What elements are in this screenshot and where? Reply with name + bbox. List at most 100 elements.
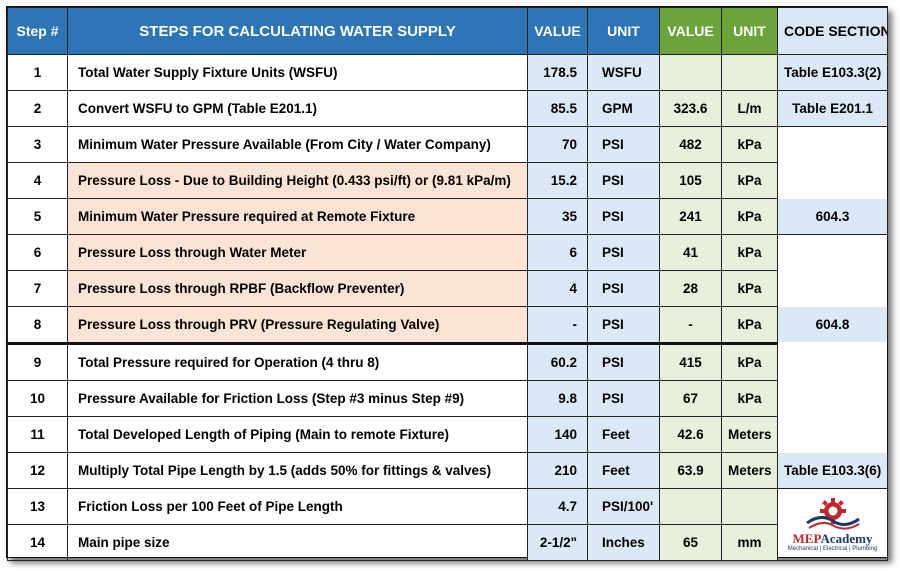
value-metric-cell: 41 bbox=[659, 234, 722, 271]
unit-metric-cell: kPa bbox=[721, 342, 778, 381]
header-title: STEPS FOR CALCULATING WATER SUPPLY bbox=[67, 7, 528, 55]
header-value: VALUE bbox=[527, 7, 588, 55]
table-row: 10 Pressure Available for Friction Loss (… bbox=[7, 380, 888, 417]
value-imperial-cell: 210 bbox=[527, 452, 588, 489]
table-row: 9 Total Pressure required for Operation (… bbox=[7, 342, 888, 381]
unit-metric-cell: kPa bbox=[721, 234, 778, 271]
value-metric-cell: - bbox=[659, 306, 722, 344]
table-row: 8 Pressure Loss through PRV (Pressure Reg… bbox=[7, 306, 888, 344]
step-number-cell: 10 bbox=[7, 380, 68, 417]
unit-imperial-cell: WSFU bbox=[587, 54, 660, 91]
header-unit-metric: UNIT bbox=[721, 7, 778, 55]
logo-cell: MEPAcademy Mechanical | Electrical | Plum… bbox=[777, 488, 888, 561]
value-imperial-cell: 4.7 bbox=[527, 488, 588, 525]
code-section-cell bbox=[777, 270, 888, 307]
step-description-cell: Pressure Loss - Due to Building Height (… bbox=[67, 162, 528, 199]
table-row: 5 Minimum Water Pressure required at Remo… bbox=[7, 198, 888, 235]
step-number-cell: 8 bbox=[7, 306, 68, 344]
table-row: 14 Main pipe size 2-1/2" Inches 65 mm bbox=[7, 524, 888, 561]
value-metric-cell: 28 bbox=[659, 270, 722, 307]
table-row: 13 Friction Loss per 100 Feet of Pipe Len… bbox=[7, 488, 888, 561]
code-section-cell bbox=[777, 343, 888, 381]
value-imperial-cell: - bbox=[527, 306, 588, 344]
logo-name-part2: Academy bbox=[820, 531, 873, 546]
value-metric-cell: 482 bbox=[659, 126, 722, 163]
table-body: 1 Total Water Supply Fixture Units (WSFU)… bbox=[7, 54, 888, 561]
code-section-cell: 604.8 bbox=[777, 306, 888, 344]
value-imperial-cell: 9.8 bbox=[527, 380, 588, 417]
step-number-cell: 4 bbox=[7, 162, 68, 199]
step-number-cell: 7 bbox=[7, 270, 68, 307]
step-description-cell: Pressure Available for Friction Loss (St… bbox=[67, 380, 528, 417]
value-metric-cell: 415 bbox=[659, 342, 722, 381]
table-row: 11 Total Developed Length of Piping (Main… bbox=[7, 416, 888, 453]
header-unit: UNIT bbox=[587, 7, 660, 55]
value-metric-cell bbox=[659, 54, 722, 91]
unit-imperial-cell: PSI bbox=[587, 162, 660, 199]
value-imperial-cell: 6 bbox=[527, 234, 588, 271]
step-number-cell: 11 bbox=[7, 416, 68, 453]
value-imperial-cell: 60.2 bbox=[527, 342, 588, 381]
logo-name: MEPAcademy bbox=[793, 532, 873, 545]
unit-imperial-cell: PSI bbox=[587, 380, 660, 417]
step-number-cell: 6 bbox=[7, 234, 68, 271]
table-row: 6 Pressure Loss through Water Meter 6 PSI 41… bbox=[7, 234, 888, 271]
step-description-cell: Minimum Water Pressure required at Remot… bbox=[67, 198, 528, 235]
value-metric-cell: 323.6 bbox=[659, 90, 722, 127]
table-row: 4 Pressure Loss - Due to Building Height … bbox=[7, 162, 888, 199]
step-number-cell: 14 bbox=[7, 524, 68, 561]
step-description-cell: Friction Loss per 100 Feet of Pipe Lengt… bbox=[67, 488, 528, 525]
logo-tagline: Mechanical | Electrical | Plumbing bbox=[787, 546, 878, 552]
unit-metric-cell: kPa bbox=[721, 380, 778, 417]
unit-imperial-cell: PSI bbox=[587, 306, 660, 344]
step-number-cell: 9 bbox=[7, 342, 68, 381]
code-section-cell: 604.3 bbox=[777, 198, 888, 235]
unit-metric-cell: kPa bbox=[721, 306, 778, 344]
step-description-cell: Total Pressure required for Operation (4… bbox=[67, 342, 528, 381]
step-number-cell: 13 bbox=[7, 488, 68, 525]
code-section-cell: Table E103.3(6) bbox=[777, 452, 888, 489]
value-metric-cell: 105 bbox=[659, 162, 722, 199]
value-metric-cell: 63.9 bbox=[659, 452, 722, 489]
value-imperial-cell: 15.2 bbox=[527, 162, 588, 199]
code-section-cell bbox=[777, 234, 888, 271]
unit-metric-cell: Meters bbox=[721, 416, 778, 453]
step-description-cell: Convert WSFU to GPM (Table E201.1) bbox=[67, 90, 528, 127]
unit-imperial-cell: Feet bbox=[587, 416, 660, 453]
water-supply-table-frame: Step # STEPS FOR CALCULATING WATER SUPPL… bbox=[6, 6, 888, 561]
unit-metric-cell bbox=[721, 488, 778, 525]
header-code-section: CODE SECTION bbox=[777, 7, 888, 55]
value-imperial-cell: 178.5 bbox=[527, 54, 588, 91]
code-section-cell bbox=[777, 162, 888, 199]
step-number-cell: 5 bbox=[7, 198, 68, 235]
step-number-cell: 2 bbox=[7, 90, 68, 127]
step-number-cell: 1 bbox=[7, 54, 68, 91]
value-imperial-cell: 140 bbox=[527, 416, 588, 453]
unit-imperial-cell: PSI bbox=[587, 270, 660, 307]
table-row: 2 Convert WSFU to GPM (Table E201.1) 85.5 G… bbox=[7, 90, 888, 127]
step-description-cell: Total Developed Length of Piping (Main t… bbox=[67, 416, 528, 453]
table-row: 3 Minimum Water Pressure Available (From … bbox=[7, 126, 888, 163]
header-value-metric: VALUE bbox=[659, 7, 722, 55]
unit-metric-cell: kPa bbox=[721, 198, 778, 235]
logo-name-part1: MEP bbox=[792, 531, 821, 546]
code-section-cell bbox=[777, 380, 888, 417]
value-metric-cell: 241 bbox=[659, 198, 722, 235]
water-supply-table: Step # STEPS FOR CALCULATING WATER SUPPL… bbox=[7, 7, 888, 561]
gear-wave-logo-icon bbox=[805, 498, 860, 530]
value-imperial-cell: 85.5 bbox=[527, 90, 588, 127]
unit-metric-cell: kPa bbox=[721, 162, 778, 199]
step-description-cell: Pressure Loss through PRV (Pressure Regu… bbox=[67, 306, 528, 344]
unit-imperial-cell: Feet bbox=[587, 452, 660, 489]
code-section-cell: Table E201.1 bbox=[777, 90, 888, 127]
code-section-cell: Table E103.3(2) bbox=[777, 54, 888, 91]
unit-imperial-cell: PSI bbox=[587, 342, 660, 381]
value-imperial-cell: 70 bbox=[527, 126, 588, 163]
unit-metric-cell: kPa bbox=[721, 126, 778, 163]
step-number-cell: 12 bbox=[7, 452, 68, 489]
step-description-cell: Main pipe size bbox=[67, 524, 528, 561]
unit-metric-cell: Meters bbox=[721, 452, 778, 489]
unit-metric-cell: mm bbox=[721, 524, 778, 561]
header-row: Step # STEPS FOR CALCULATING WATER SUPPL… bbox=[7, 7, 888, 55]
table-row: 1 Total Water Supply Fixture Units (WSFU)… bbox=[7, 54, 888, 91]
